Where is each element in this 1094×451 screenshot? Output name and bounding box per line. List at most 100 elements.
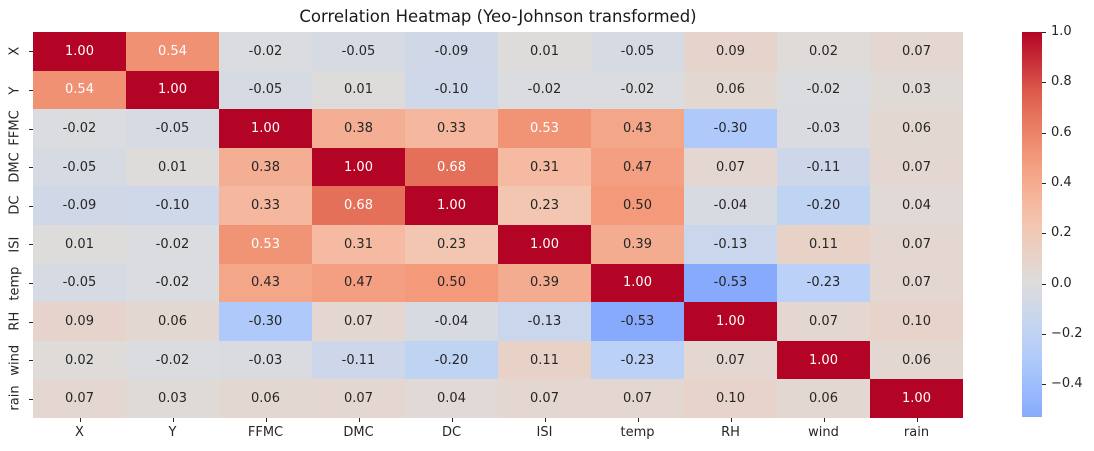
heatmap-cell: 0.47 [312, 263, 405, 303]
heatmap-cell: 0.01 [312, 70, 405, 110]
heatmap-cell: -0.05 [591, 32, 684, 71]
heatmap-cell: 1.00 [219, 109, 312, 148]
heatmap-cell: -0.11 [777, 147, 870, 187]
heatmap-cell: -0.04 [405, 302, 498, 341]
heatmap-cell: -0.04 [684, 186, 777, 225]
x-tick-label: ISI [536, 425, 553, 440]
heatmap-cell: 0.68 [405, 147, 498, 187]
heatmap-cell: 0.09 [33, 302, 126, 341]
heatmap-cell: 0.23 [405, 224, 498, 264]
heatmap-cell: 0.03 [870, 70, 963, 110]
heatmap-cell: 0.47 [591, 147, 684, 187]
colorbar [1022, 32, 1042, 417]
colorbar-tick-label: 0.4 [1051, 175, 1072, 190]
heatmap-cell: -0.02 [777, 70, 870, 110]
heatmap-cell: 0.01 [498, 32, 591, 71]
heatmap-cell: -0.10 [405, 70, 498, 110]
colorbar-tick-label: 0.8 [1051, 74, 1072, 90]
heatmap-cell: 0.38 [219, 147, 312, 187]
heatmap-cell: -0.05 [126, 109, 219, 148]
heatmap-cell: 0.01 [126, 147, 219, 187]
y-tick-label: Y [7, 85, 23, 94]
x-axis-tick [172, 418, 174, 422]
x-tick-label: DC [441, 425, 462, 440]
y-axis-tick [29, 360, 33, 362]
heatmap-cell: 0.43 [219, 263, 312, 303]
heatmap-cell: 0.11 [498, 340, 591, 380]
heatmap-cell: -0.05 [219, 70, 312, 110]
colorbar-tick-label: −0.2 [1051, 326, 1083, 341]
x-tick-label: wind [808, 425, 839, 440]
heatmap-cell: -0.02 [126, 224, 219, 264]
heatmap-cell: 0.02 [33, 340, 126, 380]
heatmap-cell: 0.39 [591, 224, 684, 264]
y-tick-label: RH [7, 312, 23, 331]
heatmap-cell: 0.09 [684, 32, 777, 71]
heatmap-cell: -0.10 [126, 186, 219, 225]
heatmap-cell: 0.53 [219, 224, 312, 264]
y-axis-tick [29, 128, 33, 130]
heatmap-cell: -0.30 [219, 302, 312, 341]
heatmap-cell: 1.00 [33, 32, 126, 71]
colorbar-tick [1042, 334, 1046, 335]
x-tick-label: RH [721, 425, 740, 440]
y-axis-tick [29, 282, 33, 284]
x-tick-label: X [75, 425, 84, 440]
colorbar-tick-label: 0.6 [1051, 124, 1072, 140]
y-axis-tick [29, 167, 33, 169]
colorbar-tick [1042, 233, 1046, 235]
heatmap-cell: -0.09 [405, 32, 498, 71]
colorbar-tick [1042, 32, 1046, 33]
x-axis-tick [358, 418, 360, 422]
heatmap-cell: 1.00 [126, 70, 219, 110]
x-axis-tick [265, 418, 267, 422]
heatmap-cell: 0.07 [591, 379, 684, 418]
heatmap-cell: -0.23 [777, 263, 870, 303]
heatmap-cell: -0.53 [591, 302, 684, 341]
heatmap-cell: 0.68 [312, 186, 405, 225]
colorbar-tick [1042, 82, 1046, 84]
heatmap-cell: 1.00 [777, 340, 870, 380]
colorbar-tick-label: 0.2 [1051, 225, 1072, 241]
heatmap-cell: 0.01 [33, 224, 126, 264]
heatmap-cell: 0.03 [126, 379, 219, 418]
heatmap-cell: 0.07 [870, 32, 963, 71]
colorbar-tick [1042, 283, 1046, 285]
y-tick-label: temp [7, 265, 23, 300]
heatmap-cell: 1.00 [591, 263, 684, 303]
heatmap-cell: 0.02 [777, 32, 870, 71]
heatmap-cell: 0.06 [870, 109, 963, 148]
y-tick-label: rain [7, 386, 23, 412]
heatmap-cell: -0.02 [126, 340, 219, 380]
heatmap-cell: 0.39 [498, 263, 591, 303]
x-tick-label: rain [903, 425, 930, 440]
heatmap-cell: -0.02 [591, 70, 684, 110]
x-axis-tick [79, 418, 81, 422]
colorbar-tick [1042, 132, 1046, 134]
heatmap-cell: -0.09 [33, 186, 126, 225]
heatmap-cell: 0.38 [312, 109, 405, 148]
heatmap-cell: -0.05 [33, 147, 126, 187]
y-axis-tick [29, 205, 33, 207]
heatmap-cell: 0.07 [312, 379, 405, 418]
heatmap-cell: 0.07 [684, 147, 777, 187]
y-tick-label: FFMC [7, 110, 23, 147]
heatmap-cell: -0.53 [684, 263, 777, 303]
colorbar-tick [1042, 183, 1046, 184]
heatmap-cell: -0.20 [405, 340, 498, 380]
heatmap-cell: 0.23 [498, 186, 591, 225]
heatmap-cell: -0.23 [591, 340, 684, 380]
y-axis-tick [29, 244, 33, 246]
chart-title: Correlation Heatmap (Yeo-Johnson transfo… [299, 7, 697, 26]
colorbar-tick-label: −0.4 [1051, 376, 1083, 392]
heatmap-cell: 0.07 [777, 302, 870, 341]
x-axis-tick [823, 418, 825, 422]
heatmap-cell: -0.02 [498, 70, 591, 110]
x-axis-tick [637, 418, 639, 422]
x-axis-tick [451, 418, 453, 422]
heatmap-cell: 0.06 [126, 302, 219, 341]
heatmap-cell: 0.07 [684, 340, 777, 380]
x-axis-tick [916, 418, 918, 422]
heatmap-cell: 0.53 [498, 109, 591, 148]
heatmap-cell: 0.11 [777, 224, 870, 264]
